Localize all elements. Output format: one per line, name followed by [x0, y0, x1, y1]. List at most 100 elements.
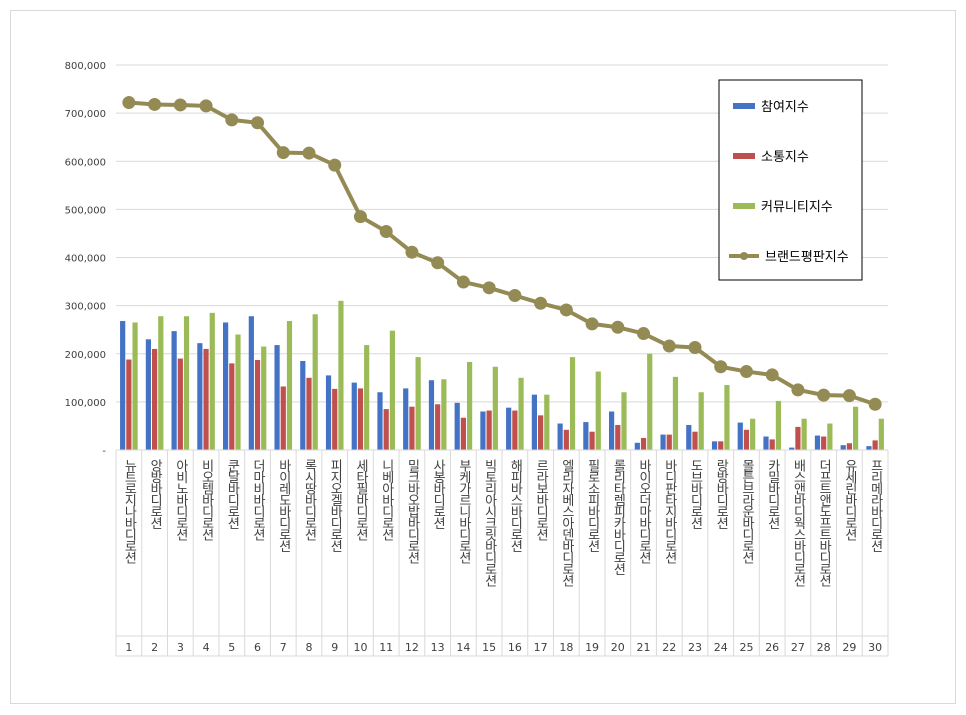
rank-label: 26	[765, 641, 779, 654]
legend-label-communication: 소통지수	[761, 150, 809, 165]
rank-label: 4	[203, 641, 210, 654]
bar-3	[724, 385, 730, 450]
category-label: 부케가르니바디로션	[456, 459, 471, 564]
rank-label: 1	[125, 641, 132, 654]
category-label: 바이오더마바디로션	[636, 459, 651, 564]
rank-label: 30	[868, 641, 882, 654]
bar-3	[827, 423, 833, 450]
bar-2	[769, 439, 775, 450]
line-point	[122, 96, 136, 110]
y-tick-label: 100,000	[65, 398, 106, 409]
rank-label: 10	[353, 641, 367, 654]
bar-2	[203, 348, 209, 450]
category-label: 랑방바디로션	[713, 459, 728, 530]
line-point	[148, 97, 162, 111]
bar-2	[383, 409, 389, 450]
rank-label: 8	[306, 641, 313, 654]
line-point	[173, 98, 187, 112]
bar-1	[634, 442, 640, 450]
legend-swatch-community	[733, 203, 755, 209]
bar-1	[454, 402, 460, 450]
y-tick-label: 300,000	[65, 302, 106, 313]
line-point	[456, 275, 470, 289]
line-point	[508, 289, 522, 303]
bar-1	[866, 446, 872, 450]
rank-label: 21	[637, 641, 651, 654]
bar-3	[775, 400, 781, 450]
legend-label-participation: 참여지수	[761, 100, 809, 115]
y-tick-label: 600,000	[65, 157, 106, 168]
bar-3	[801, 418, 807, 450]
bar-2	[409, 406, 415, 450]
rank-label: 6	[254, 641, 261, 654]
line-point	[585, 317, 599, 331]
category-label: 도브바디로션	[688, 459, 703, 530]
bar-3	[364, 345, 370, 450]
bar-3	[286, 321, 293, 450]
bars	[120, 300, 884, 450]
rank-label: 15	[482, 641, 496, 654]
rank-label: 12	[405, 641, 419, 654]
bar-2	[589, 431, 595, 450]
legend-label-brand: 브랜드평판지수	[765, 250, 849, 265]
rank-label: 27	[791, 641, 805, 654]
category-label: 더프트앤도프트바디로션	[816, 459, 831, 587]
rank-label: 23	[688, 641, 702, 654]
rank-label: 11	[379, 641, 393, 654]
bar-1	[814, 435, 821, 450]
category-label: 카밀바디로션	[765, 459, 780, 530]
rank-label: 13	[431, 641, 445, 654]
y-tick-label: 200,000	[65, 350, 106, 361]
bar-1	[583, 422, 589, 450]
bar-2	[563, 429, 569, 450]
bar-3	[878, 418, 884, 450]
bar-1	[403, 388, 409, 450]
bar-1	[506, 407, 512, 450]
bar-2	[126, 359, 132, 450]
category-label: 더마비바디로션	[250, 459, 265, 541]
bar-2	[177, 358, 183, 450]
bar-1	[557, 423, 563, 450]
category-label: 아비노바디로션	[173, 459, 188, 541]
bar-2	[718, 441, 724, 450]
bar-1	[325, 375, 332, 450]
legend-swatch-brand-marker	[740, 252, 748, 260]
legend-swatch-participation	[733, 103, 755, 109]
bar-1	[686, 424, 692, 450]
bar-1	[377, 392, 383, 450]
category-label: 필로소피바디로션	[585, 459, 600, 553]
category-label: 비오템바디로션	[199, 459, 214, 541]
line-point	[662, 339, 676, 353]
category-label: 배스앤바디웍스바디로션	[790, 459, 805, 587]
legend-label-community: 커뮤니티지수	[761, 200, 833, 215]
category-label: 해피바스바디로션	[507, 459, 522, 553]
bar-1	[223, 322, 229, 450]
y-tick-label: 500,000	[65, 205, 106, 216]
line-point	[353, 210, 367, 224]
bar-1	[531, 394, 537, 450]
bar-2	[872, 440, 878, 450]
bar-1	[840, 445, 846, 450]
bar-3	[467, 361, 473, 450]
category-label: 프리메라바디로션	[868, 459, 883, 553]
rank-label: 17	[534, 641, 548, 654]
bar-3	[853, 406, 859, 450]
bar-1	[737, 422, 743, 450]
bar-3	[261, 346, 267, 450]
bar-3	[621, 392, 627, 450]
line-point	[225, 113, 239, 127]
bar-2	[512, 410, 518, 450]
bar-1	[351, 382, 357, 450]
bar-2	[229, 363, 235, 450]
rank-label: 3	[177, 641, 184, 654]
line-point	[611, 320, 625, 334]
bar-2	[332, 388, 338, 450]
line-point	[559, 303, 573, 317]
bar-2	[280, 386, 286, 450]
bar-1	[197, 343, 203, 450]
rank-label: 22	[662, 641, 676, 654]
rank-label: 9	[331, 641, 338, 654]
bar-2	[666, 434, 672, 450]
line-point	[842, 389, 856, 403]
bar-3	[698, 392, 704, 450]
